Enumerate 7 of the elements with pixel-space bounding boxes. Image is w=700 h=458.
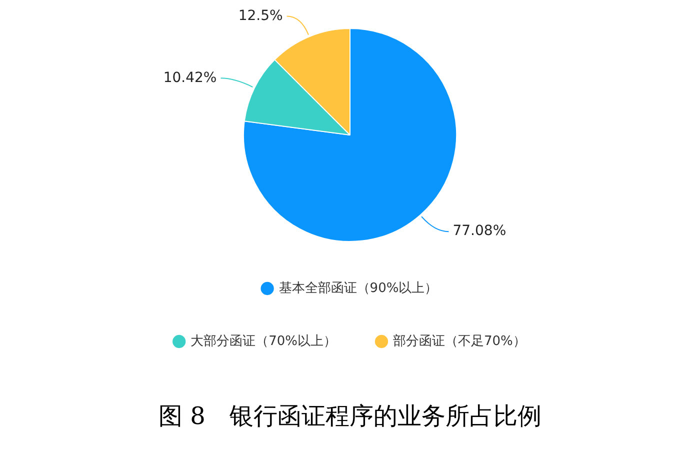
legend-label: 大部分函证（70%以上）: [190, 334, 337, 349]
data-label: 12.5%: [238, 8, 283, 24]
text: 图 8 银行函证程序的业务所占比例: [158, 401, 542, 432]
legend-label: 基本全部函证（90%以上）: [278, 280, 438, 296]
data-label: 10.42%: [163, 70, 217, 86]
data-label: 77.08%: [452, 223, 506, 240]
legend-label: 部分函证（不足70%）: [393, 334, 526, 349]
